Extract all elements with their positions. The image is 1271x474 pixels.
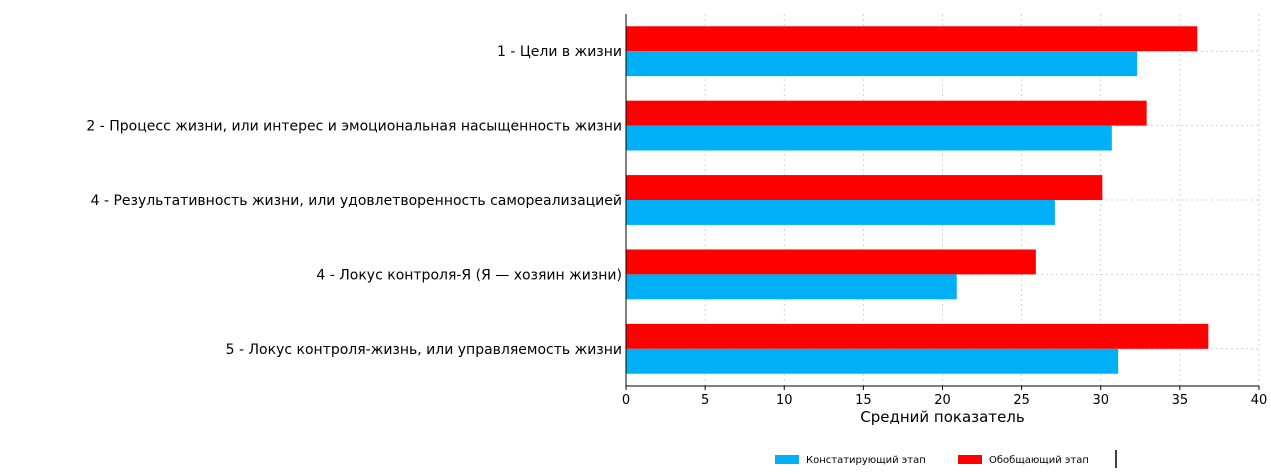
bar-obobshchayushchiy-2 [626, 100, 1147, 126]
x-tick-label-0: 0 [622, 393, 630, 408]
bar-obobshchayushchiy-1 [626, 26, 1198, 52]
legend-swatch-2 [958, 455, 982, 464]
legend-label-2: Обобщающий этап [989, 455, 1089, 466]
legend-label-1: Констатирующий этап [806, 455, 926, 466]
x-tick-label-1: 5 [701, 393, 709, 408]
category-label-4: 4 - Локус контроля-Я (Я — хозяин жизни) [316, 267, 622, 283]
category-label-1: 1 - Цели в жизни [497, 44, 622, 60]
x-axis-title: Средний показатель [860, 408, 1024, 426]
x-tick-label-3: 15 [855, 393, 872, 408]
legend: Констатирующий этап Обобщающий этап [768, 449, 1117, 469]
legend-box [768, 449, 1116, 469]
x-tick-label-7: 35 [1172, 393, 1189, 408]
bar-konstatiruyushchiy-1 [626, 51, 1138, 77]
category-label-2: 2 - Процесс жизни, или интерес и эмоцион… [86, 119, 622, 135]
x-tick-label-5: 25 [1013, 393, 1030, 408]
bar-obobshchayushchiy-3 [626, 175, 1103, 200]
category-labels: 1 - Цели в жизни 2 - Процесс жизни, или и… [86, 44, 622, 358]
bar-obobshchayushchiy-5 [626, 323, 1209, 349]
x-tick-label-2: 10 [776, 393, 793, 408]
bars [626, 26, 1209, 374]
bar-konstatiruyushchiy-2 [626, 125, 1112, 151]
bar-konstatiruyushchiy-3 [626, 200, 1055, 225]
x-tick-label-8: 40 [1251, 393, 1268, 408]
bar-konstatiruyushchiy-5 [626, 348, 1119, 374]
bar-obobshchayushchiy-4 [626, 249, 1036, 275]
legend-swatch-1 [775, 455, 799, 464]
category-label-5: 5 - Локус контроля-жизнь, или управляемо… [226, 342, 622, 358]
bar-konstatiruyushchiy-4 [626, 274, 957, 300]
x-tick-label-4: 20 [934, 393, 951, 408]
category-label-3: 4 - Результативность жизни, или удовлетв… [91, 193, 622, 209]
x-tick-label-6: 30 [1092, 393, 1109, 408]
x-ticks: 0 5 10 15 20 25 30 35 40 [622, 386, 1267, 408]
